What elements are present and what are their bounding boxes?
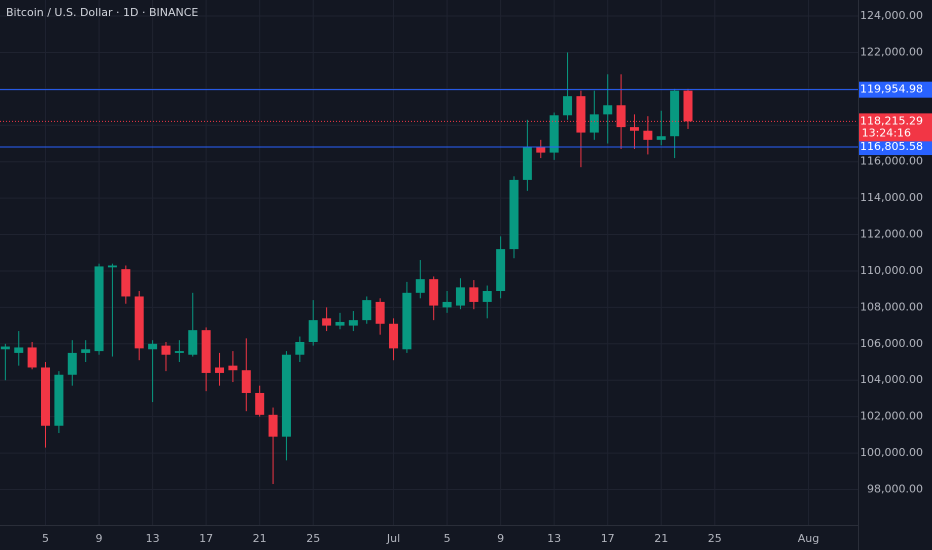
y-tick-label: 108,000.00 bbox=[860, 300, 923, 313]
candle-body bbox=[469, 287, 479, 302]
candle-body bbox=[683, 90, 693, 122]
candle-body bbox=[656, 136, 666, 140]
candle-body bbox=[148, 343, 158, 350]
y-tick-label: 124,000.00 bbox=[860, 9, 923, 22]
candle-body bbox=[603, 105, 613, 115]
x-tick-label: 5 bbox=[444, 532, 451, 545]
candle-body bbox=[402, 292, 412, 350]
candle-body bbox=[389, 323, 399, 349]
y-tick-label: 114,000.00 bbox=[860, 191, 923, 204]
candle-body bbox=[549, 115, 559, 153]
x-tick-label: 17 bbox=[199, 532, 213, 545]
x-tick-label: 17 bbox=[601, 532, 615, 545]
candle-body bbox=[563, 96, 573, 116]
x-tick-label: 21 bbox=[253, 532, 267, 545]
candle-body bbox=[67, 352, 77, 375]
candle-body bbox=[629, 127, 639, 131]
candle-body bbox=[174, 351, 184, 353]
candle-body bbox=[442, 301, 452, 308]
candle-body bbox=[536, 147, 546, 153]
y-tick-label: 116,000.00 bbox=[860, 155, 923, 168]
price-label-box bbox=[859, 139, 932, 156]
candle-body bbox=[94, 266, 104, 352]
candle-body bbox=[375, 301, 385, 324]
x-tick-label: Jul bbox=[386, 532, 400, 545]
x-tick-label: Aug bbox=[798, 532, 819, 545]
candle-body bbox=[482, 290, 492, 302]
x-tick-label: 5 bbox=[42, 532, 49, 545]
y-tick-label: 110,000.00 bbox=[860, 264, 923, 277]
y-tick-label: 122,000.00 bbox=[860, 45, 923, 58]
candle-body bbox=[348, 320, 358, 326]
candle-body bbox=[335, 321, 345, 326]
candle-body bbox=[228, 365, 238, 371]
candle-body bbox=[268, 414, 278, 437]
candle-body bbox=[121, 269, 131, 297]
countdown-label: 13:24:16 bbox=[862, 126, 911, 139]
candle-body bbox=[201, 330, 211, 373]
candle-body bbox=[215, 367, 225, 373]
candle-body bbox=[107, 265, 117, 268]
candle-body bbox=[509, 179, 519, 250]
candle-body bbox=[429, 279, 439, 306]
last-price-label: 118,215.29 bbox=[860, 114, 923, 127]
candle-body bbox=[0, 346, 10, 350]
candle-body bbox=[616, 105, 626, 128]
last-price-box bbox=[859, 113, 932, 142]
x-tick-label: 13 bbox=[146, 532, 160, 545]
chart-title: Bitcoin / U.S. Dollar · 1D · BINANCE bbox=[6, 6, 198, 19]
x-tick-label: 25 bbox=[306, 532, 320, 545]
candle-body bbox=[54, 374, 64, 426]
y-tick-label: 98,000.00 bbox=[867, 482, 923, 495]
candle-body bbox=[589, 114, 599, 133]
candle-body bbox=[134, 296, 144, 349]
y-tick-label: 102,000.00 bbox=[860, 410, 923, 423]
candle-body bbox=[281, 354, 291, 437]
candle-body bbox=[81, 349, 91, 353]
price-label: 116,805.58 bbox=[860, 140, 923, 153]
candle-body bbox=[161, 345, 171, 355]
candle-body bbox=[415, 279, 425, 293]
candle-body bbox=[27, 347, 37, 368]
x-tick-label: 21 bbox=[654, 532, 668, 545]
x-tick-label: 13 bbox=[547, 532, 561, 545]
candle-body bbox=[643, 130, 653, 140]
candle-body bbox=[308, 320, 318, 342]
y-tick-label: 112,000.00 bbox=[860, 228, 923, 241]
candle-body bbox=[455, 287, 465, 306]
y-tick-label: 104,000.00 bbox=[860, 373, 923, 386]
candle-body bbox=[295, 341, 305, 355]
candle-body bbox=[522, 147, 532, 180]
candle-body bbox=[241, 370, 251, 393]
price-label-box bbox=[859, 81, 932, 98]
candle-body bbox=[322, 318, 332, 326]
x-tick-label: 9 bbox=[497, 532, 504, 545]
x-tick-label: 9 bbox=[96, 532, 103, 545]
price-label: 119,954.98 bbox=[860, 83, 923, 96]
candle-body bbox=[576, 96, 586, 133]
x-tick-label: 25 bbox=[708, 532, 722, 545]
candle-body bbox=[14, 347, 24, 353]
candle-body bbox=[670, 90, 680, 137]
candle-body bbox=[496, 249, 506, 291]
y-tick-label: 100,000.00 bbox=[860, 446, 923, 459]
candle-body bbox=[362, 300, 372, 321]
y-tick-label: 106,000.00 bbox=[860, 337, 923, 350]
candle-body bbox=[188, 330, 198, 355]
candle-body bbox=[255, 392, 265, 415]
candle-body bbox=[41, 367, 51, 426]
